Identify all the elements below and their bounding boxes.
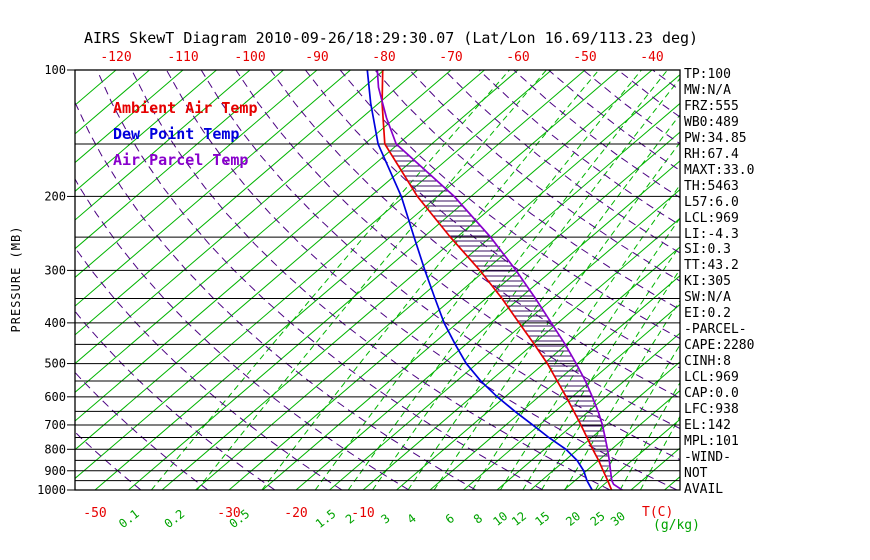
stat-line: TT:43.2 <box>684 258 739 274</box>
mixing-ratio-label: 20 <box>563 509 583 529</box>
ambient-temp-curve <box>381 70 613 490</box>
top-temp-label: -110 <box>167 50 198 65</box>
plot-field <box>75 70 680 490</box>
stat-line: PW:34.85 <box>684 130 747 146</box>
plot-border <box>74 69 681 491</box>
stat-line: LFC:938 <box>684 402 739 418</box>
stat-line: CAPE:2280 <box>684 338 755 354</box>
stat-line: CINH:8 <box>684 354 731 370</box>
stat-line: MPL:101 <box>684 433 739 449</box>
mixing-ratio-lines <box>151 70 680 490</box>
pressure-tick-label: 700 <box>44 418 66 432</box>
stat-line: -PARCEL- <box>684 322 747 338</box>
bottom-temp-label: -10 <box>351 506 374 521</box>
stat-line: KI:305 <box>684 274 731 290</box>
mixing-ratio-label: 15 <box>532 509 552 529</box>
dew-point-curve <box>366 70 593 490</box>
pressure-tick-label: 100 <box>44 63 66 77</box>
pressure-tick-label: 1000 <box>37 483 66 497</box>
stat-line: MW:N/A <box>684 82 731 98</box>
stat-line: -WIND- <box>684 449 731 465</box>
mixing-ratio-label: 25 <box>588 509 608 529</box>
stat-line: SW:N/A <box>684 290 731 306</box>
pressure-axis-label: PRESSURE (MB) <box>9 225 23 333</box>
stat-line: EI:0.2 <box>684 306 731 322</box>
top-temp-label: -90 <box>305 50 328 65</box>
top-temp-label: -80 <box>372 50 395 65</box>
stat-line: MAXT:33.0 <box>684 162 755 178</box>
air-parcel-curve <box>376 70 624 490</box>
bottom-temp-label: -50 <box>83 506 106 521</box>
pressure-tick-label: 800 <box>44 442 66 456</box>
bottom-temp-label: -20 <box>284 506 307 521</box>
stat-line: AVAIL <box>684 481 724 497</box>
mixing-ratio-label: 0.1 <box>116 507 142 531</box>
stat-line: LCL:969 <box>684 210 739 226</box>
pressure-tick-label: 400 <box>44 316 66 330</box>
stat-line: LCL:969 <box>684 370 739 386</box>
stat-line: CAP:0.0 <box>684 386 739 402</box>
pressure-tick-label: 900 <box>44 464 66 478</box>
top-temp-label: -120 <box>100 50 131 65</box>
top-temp-label: -100 <box>234 50 265 65</box>
stat-line: NOT <box>684 465 708 481</box>
stat-line: EL:142 <box>684 417 731 433</box>
legend-air-parcel-temp: Air Parcel Temp <box>113 151 249 169</box>
stat-line: RH:67.4 <box>684 146 739 162</box>
legend-ambient-air-temp: Ambient Air Temp <box>113 99 258 117</box>
stat-line: LI:-4.3 <box>684 226 739 242</box>
pressure-tick-label: 600 <box>44 390 66 404</box>
mixing-ratio-label: 1.5 <box>313 507 339 531</box>
stat-line: TH:5463 <box>684 178 739 194</box>
mixratio-unit-label: (g/kg) <box>653 518 700 533</box>
mixing-ratio-label: 30 <box>608 509 628 529</box>
top-temp-label: -40 <box>640 50 663 65</box>
chart-title: AIRS SkewT Diagram 2010-09-26/18:29:30.0… <box>84 29 699 47</box>
pressure-tick-label: 500 <box>44 357 66 371</box>
legend-dew-point-temp: Dew Point Temp <box>113 125 240 143</box>
stat-line: TP:100 <box>684 67 731 82</box>
pressure-lines <box>75 70 680 490</box>
mixing-ratio-label: 6 <box>443 511 457 526</box>
stat-line: SI:0.3 <box>684 242 731 258</box>
top-temp-label: -60 <box>506 50 529 65</box>
stat-line: FRZ:555 <box>684 98 739 114</box>
stat-line: WB0:489 <box>684 114 739 130</box>
bottom-temp-label: -30 <box>217 506 240 521</box>
stat-line: L57:6.0 <box>684 194 739 210</box>
mixing-ratio-label: 10 <box>490 509 510 529</box>
mixing-ratio-label: 0.2 <box>162 507 188 531</box>
mixing-ratio-label: 4 <box>404 511 418 526</box>
top-temp-label: -50 <box>573 50 596 65</box>
mixing-ratio-label: 8 <box>471 511 485 526</box>
stats-panel: TP:100 MW:N/A FRZ:555 WB0:489 PW:34.85 RH:67.… <box>684 67 754 498</box>
pressure-tick-label: 200 <box>44 189 66 203</box>
top-temp-label: -70 <box>439 50 462 65</box>
temp-unit-label: T(C) <box>642 505 674 520</box>
pressure-tick-label: 300 <box>44 263 66 277</box>
cape-hatch <box>386 145 612 477</box>
dry-adiabat-lines <box>75 70 680 490</box>
mixing-ratio-label: 12 <box>509 509 529 529</box>
mixing-ratio-label: 3 <box>378 511 392 526</box>
